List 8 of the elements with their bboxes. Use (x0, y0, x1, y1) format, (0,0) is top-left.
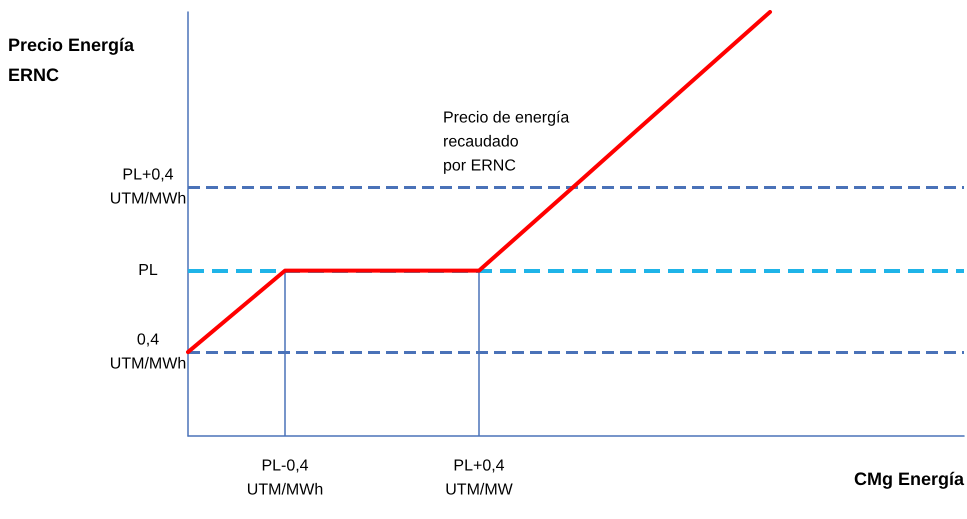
y-axis-title: Precio Energía ERNC (8, 35, 136, 85)
ref-line-label: PL (138, 262, 158, 280)
x-axis-title: CMg Energía (854, 469, 965, 489)
x-tick-label: PL+0,4 UTM/MW (445, 458, 514, 498)
ref-line-label: PL+0,4 UTM/MWh (110, 166, 186, 208)
ref-line-label: 0,4 UTM/MWh (110, 332, 186, 373)
x-tick-label: PL-0,4 UTM/MWh (246, 458, 324, 498)
annotation: Precio de energía recaudado por ERNC (443, 110, 570, 174)
